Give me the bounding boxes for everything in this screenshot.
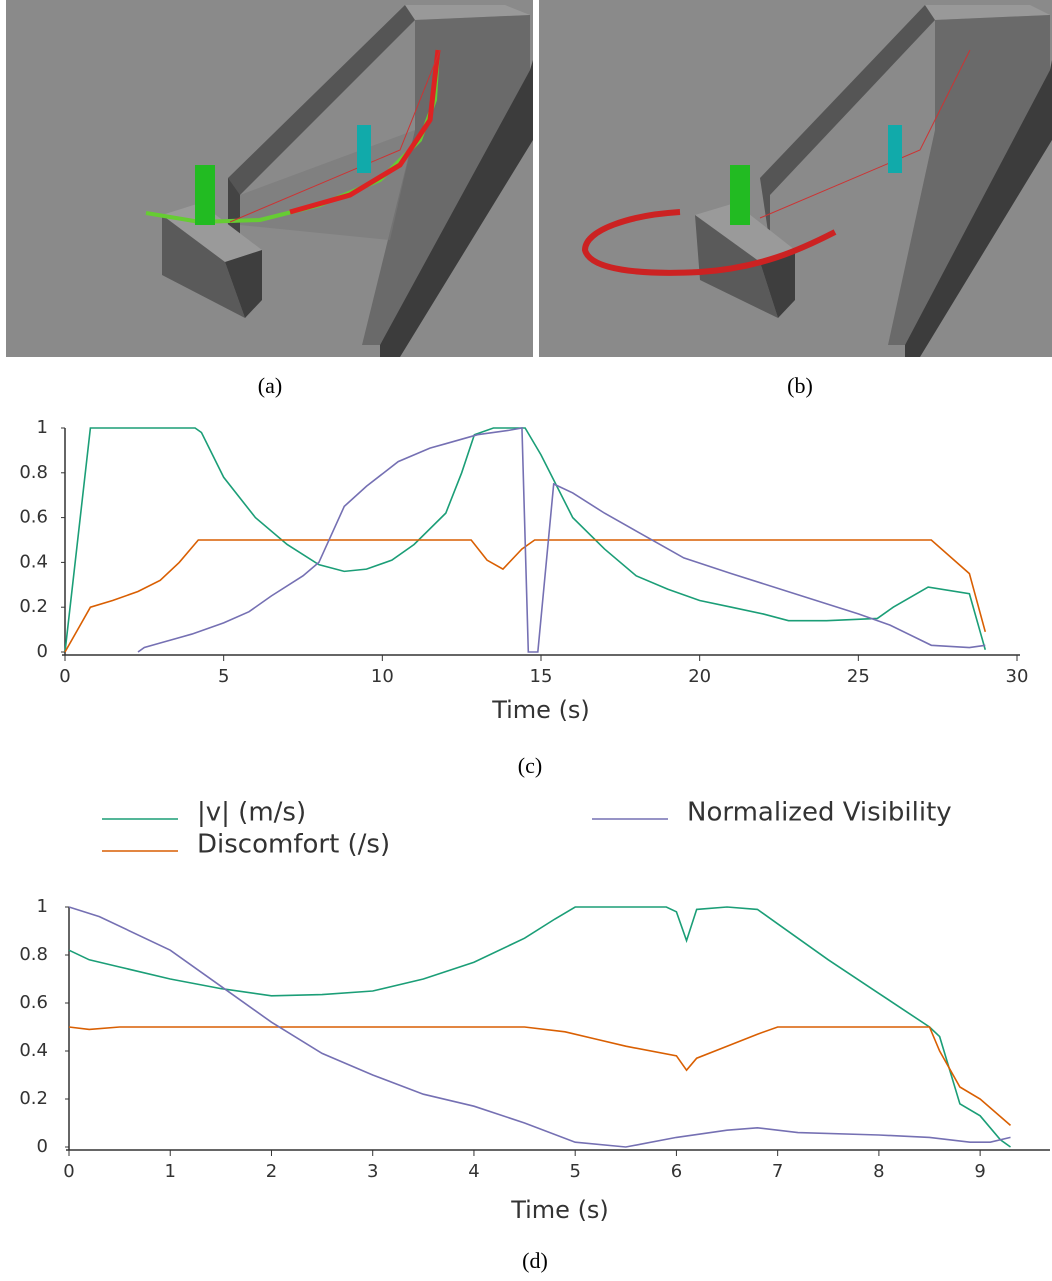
legend-label: Discomfort (/s) [197,830,390,860]
x-tick-label: 4 [468,1161,479,1182]
y-tick-label: 1 [37,896,48,917]
y-tick-label: 0.6 [19,507,48,528]
x-axis-label: Time (s) [491,696,590,724]
caption: (b) [787,373,813,398]
y-tick-label: 0.6 [19,992,48,1013]
x-tick-label: 5 [569,1161,580,1182]
x-tick-label: 2 [266,1161,277,1182]
y-tick-label: 0.2 [19,1088,48,1109]
legend-label: |v| (m/s) [197,798,306,828]
series-line [64,539,987,653]
x-tick-label: 9 [974,1161,985,1182]
x-tick-label: 7 [772,1161,783,1182]
y-tick-label: 0.2 [19,596,48,617]
y-tick-label: 0.4 [19,551,48,572]
series-line [68,906,1011,1148]
x-tick-label: 8 [873,1161,884,1182]
x-tick-label: 20 [688,666,711,687]
x-tick-label: 15 [530,666,553,687]
caption: (a) [258,373,282,398]
scene-a [6,0,533,357]
y-tick-label: 0.8 [19,944,48,965]
y-tick-label: 0 [37,1136,48,1157]
series-line [68,906,1011,1148]
x-tick-label: 3 [367,1161,378,1182]
caption: (c) [518,753,542,778]
legend-label: Normalized Visibility [687,798,952,828]
series-line [64,427,987,653]
y-tick-label: 0 [37,641,48,662]
x-tick-label: 1 [165,1161,176,1182]
x-tick-label: 0 [63,1161,74,1182]
y-tick-label: 0.4 [19,1040,48,1061]
y-tick-label: 0.8 [19,462,48,483]
series-line [68,1026,1012,1127]
x-tick-label: 6 [671,1161,682,1182]
x-tick-label: 0 [59,666,70,687]
y-tick-label: 1 [37,417,48,438]
x-tick-label: 25 [847,666,870,687]
caption: (d) [522,1248,548,1273]
x-axis-label: Time (s) [510,1196,609,1224]
x-tick-label: 30 [1006,666,1029,687]
x-tick-label: 10 [371,666,394,687]
x-tick-label: 5 [218,666,229,687]
series-line [137,427,986,653]
scene-b [539,0,1052,357]
